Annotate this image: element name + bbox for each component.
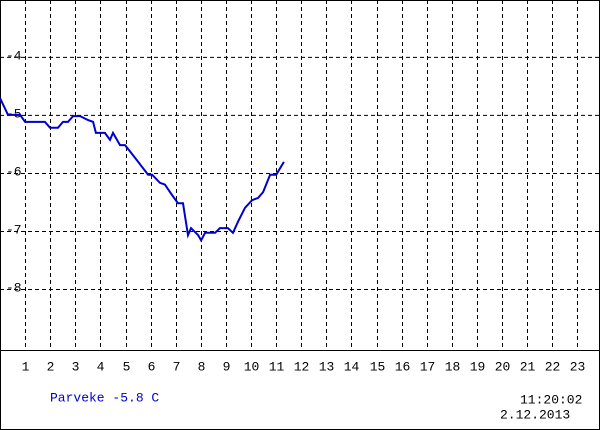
- x-tick-label: 17: [420, 359, 436, 374]
- x-tick-label: 16: [395, 359, 411, 374]
- x-tick-label: 19: [470, 359, 486, 374]
- x-tick-label: 10: [244, 359, 260, 374]
- x-tick-label: 14: [344, 359, 360, 374]
- x-tick-label: 1: [22, 359, 30, 374]
- y-tick-label: -6: [6, 164, 22, 179]
- x-tick-label: 11: [269, 359, 285, 374]
- x-tick-label: 5: [123, 359, 131, 374]
- date-label: 2.12.2013: [500, 407, 570, 422]
- x-tick-label: 23: [570, 359, 586, 374]
- x-tick-label: 22: [545, 359, 561, 374]
- y-tick-label: -7: [6, 222, 22, 237]
- x-tick-label: 8: [198, 359, 206, 374]
- line: [0, 97, 285, 243]
- x-tick-label: 7: [173, 359, 181, 374]
- x-tick-label: 21: [520, 359, 536, 374]
- y-tick-label: -4: [6, 48, 22, 63]
- x-tick-label: 9: [223, 359, 231, 374]
- x-tick-label: 18: [445, 359, 461, 374]
- x-tick-label: 12: [294, 359, 310, 374]
- y-tick-label: -5: [6, 106, 22, 121]
- x-tick-label: 13: [319, 359, 335, 374]
- x-tick-label: 2: [47, 359, 55, 374]
- time-label: 11:20:02: [520, 392, 582, 407]
- x-tick-label: 4: [97, 359, 105, 374]
- x-tick-label: 20: [495, 359, 511, 374]
- x-tick-label: 6: [148, 359, 156, 374]
- x-tick-label: 15: [370, 359, 386, 374]
- y-tick-label: -8: [6, 280, 22, 295]
- legend-label: Parveke -5.8 C: [50, 390, 159, 405]
- x-tick-label: 3: [72, 359, 80, 374]
